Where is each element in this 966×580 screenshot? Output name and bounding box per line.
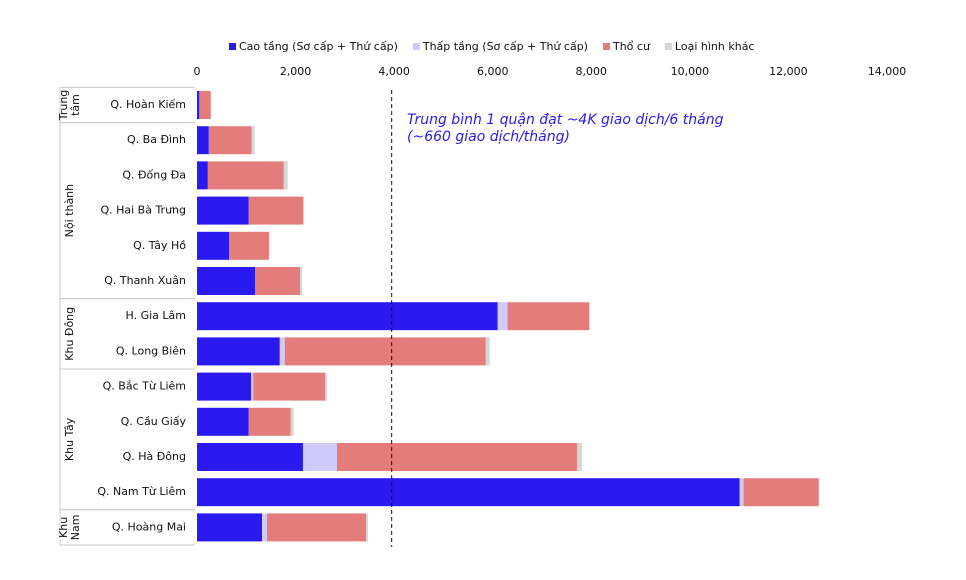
- bar-segment: [290, 407, 294, 436]
- legend-label: Thổ cư: [612, 40, 651, 53]
- y-tick-label: Q. Hoàn Kiếm: [110, 98, 186, 111]
- y-tick-label: Q. Hà Đông: [123, 450, 186, 463]
- bar-segment: [197, 302, 498, 331]
- bar-segment: [248, 196, 303, 225]
- bar-segment: [251, 126, 255, 155]
- bar-segment: [253, 372, 326, 401]
- bar-segment: [248, 407, 291, 436]
- bar-segment: [197, 478, 740, 507]
- bar-segment: [229, 231, 269, 260]
- bar-segment: [497, 302, 508, 331]
- bar-segment: [197, 443, 303, 471]
- group-label: tâm: [69, 94, 82, 116]
- bar-segment: [743, 478, 819, 507]
- bar-segment: [507, 302, 590, 331]
- bar-segment: [255, 267, 301, 295]
- legend-label: Thấp tầng (Sơ cấp + Thứ cấp): [422, 40, 588, 53]
- legend-label: Loại hình khác: [675, 40, 755, 53]
- group-label: Khu: [57, 517, 70, 538]
- x-tick-label: 0: [194, 65, 201, 78]
- x-tick-label: 4,000: [378, 65, 410, 78]
- bar-segment: [197, 196, 249, 225]
- bar-segment: [325, 372, 328, 401]
- x-tick-label: 14,000: [868, 65, 907, 78]
- bar-segment: [818, 478, 820, 507]
- x-tick-label: 12,000: [769, 65, 808, 78]
- bar-segment: [199, 91, 211, 119]
- bar-segment: [485, 337, 490, 366]
- y-tick-label: Q. Thanh Xuân: [104, 274, 186, 287]
- bar-segment: [197, 126, 209, 155]
- bar-segment: [279, 337, 285, 366]
- legend-swatch: [602, 43, 610, 50]
- bar-segment: [208, 126, 252, 155]
- group-label: Nam: [69, 515, 82, 541]
- bar-segment: [284, 337, 486, 366]
- bar-segment: [366, 513, 369, 542]
- bar-segment: [197, 337, 280, 366]
- bar-segment: [262, 513, 267, 542]
- bar-segment: [336, 443, 577, 471]
- legend-swatch: [664, 43, 672, 50]
- bar-segment: [576, 443, 582, 471]
- annotation: (~660 giao dịch/tháng): [407, 129, 570, 145]
- bar-segment: [197, 513, 263, 542]
- bar-segment: [197, 267, 256, 295]
- bar-segment: [197, 231, 230, 260]
- y-tick-label: Q. Cầu Giấy: [121, 415, 187, 428]
- bar-segment: [197, 372, 252, 401]
- group-label: Khu Đông: [63, 307, 76, 361]
- x-tick-label: 8,000: [576, 65, 608, 78]
- group-label: Nội thành: [63, 184, 76, 238]
- annotation: Trung bình 1 quận đạt ~4K giao dịch/6 th…: [407, 112, 724, 128]
- y-tick-label: Q. Hai Bà Trưng: [100, 204, 186, 217]
- bar-segment: [300, 267, 302, 295]
- x-tick-label: 6,000: [477, 65, 509, 78]
- bar-segment: [197, 161, 208, 190]
- bar-segment: [197, 91, 200, 119]
- bar-segment: [302, 443, 337, 471]
- group-label: Trung: [57, 90, 70, 122]
- y-tick-label: Q. Long Biên: [116, 344, 186, 357]
- bar-segment: [266, 513, 367, 542]
- legend-swatch: [229, 43, 236, 50]
- y-tick-label: Q. Đống Đa: [122, 168, 186, 181]
- bar-segment: [197, 407, 249, 436]
- bar-segment: [302, 196, 304, 225]
- bar-segment: [739, 478, 744, 507]
- bar-segment: [283, 161, 288, 190]
- y-tick-label: Q. Hoàng Mai: [112, 520, 186, 533]
- y-tick-label: H. Gia Lâm: [126, 309, 186, 322]
- y-tick-label: Q. Nam Từ Liêm: [97, 485, 186, 498]
- x-tick-label: 2,000: [280, 65, 312, 78]
- bar-segment: [251, 372, 254, 401]
- y-tick-label: Q. Tây Hồ: [133, 239, 186, 252]
- bar-segment: [207, 161, 284, 190]
- y-tick-label: Q. Ba Đình: [127, 133, 186, 146]
- x-tick-label: 10,000: [671, 65, 710, 78]
- y-tick-label: Q. Bắc Từ Liêm: [103, 380, 186, 393]
- legend-swatch: [412, 43, 420, 50]
- legend-label: Cao tầng (Sơ cấp + Thứ cấp): [239, 40, 398, 53]
- group-label: Khu Tây: [63, 417, 76, 461]
